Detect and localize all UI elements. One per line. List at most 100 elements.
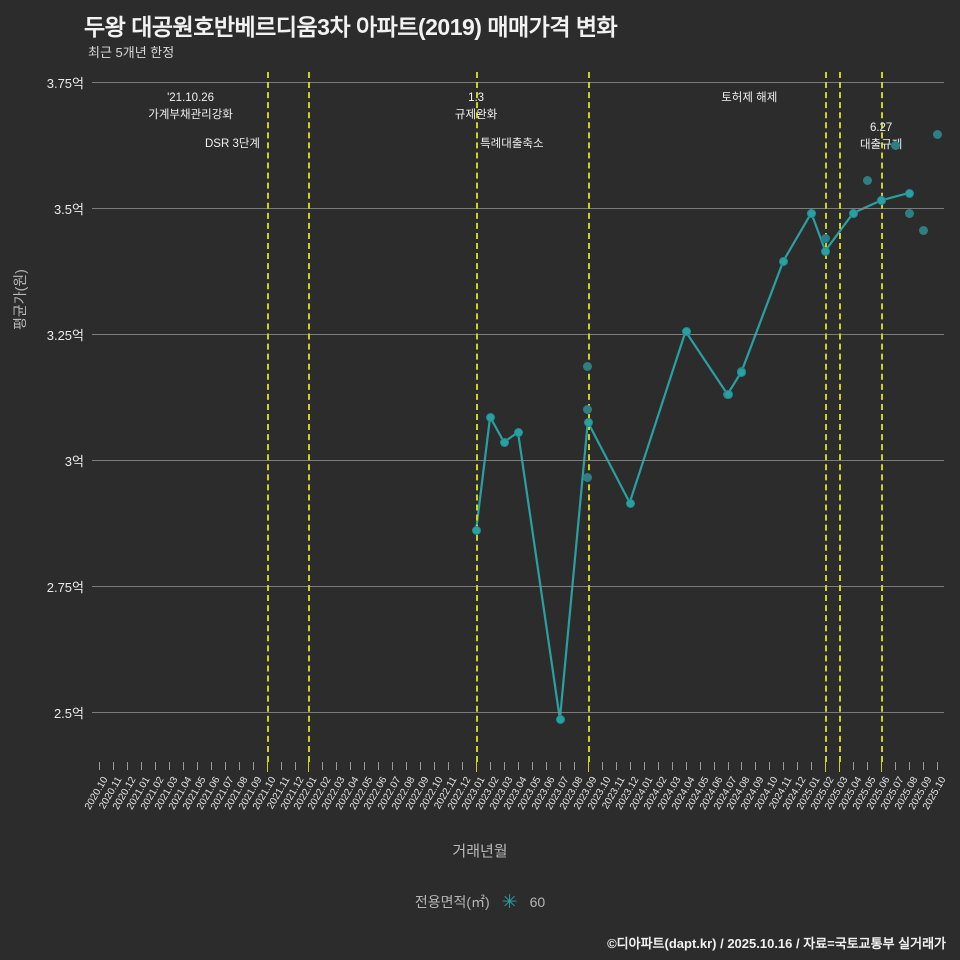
scatter-point[interactable] xyxy=(583,404,593,414)
scatter-point[interactable] xyxy=(890,140,900,150)
x-tick xyxy=(420,762,422,770)
event-marker-line xyxy=(825,72,828,762)
line-data-point[interactable] xyxy=(500,438,510,448)
x-tick xyxy=(937,762,939,770)
x-tick xyxy=(881,762,883,772)
line-data-point[interactable] xyxy=(807,209,817,219)
x-tick xyxy=(126,762,128,770)
y-gridline xyxy=(92,711,944,713)
y-tick-label: 2.75억 xyxy=(46,579,84,595)
x-tick xyxy=(518,762,519,770)
x-tick xyxy=(769,762,771,770)
line-data-point[interactable] xyxy=(821,246,831,256)
x-tick xyxy=(252,762,254,770)
y-gridline xyxy=(92,459,944,461)
legend: 전용면적(㎡) ✳ 60 xyxy=(0,892,960,912)
x-tick xyxy=(531,762,533,770)
line-data-point[interactable] xyxy=(779,256,789,266)
line-data-point[interactable] xyxy=(625,498,635,508)
price-line-series xyxy=(475,191,911,721)
x-tick xyxy=(476,762,478,772)
line-data-point[interactable] xyxy=(583,418,593,428)
event-marker-line xyxy=(308,72,311,762)
legend-marker-icon: ✳ xyxy=(501,891,518,913)
event-marker-line xyxy=(266,72,269,762)
x-tick xyxy=(839,762,841,772)
x-tick xyxy=(685,762,687,770)
x-tick xyxy=(909,762,911,770)
y-gridline xyxy=(92,333,944,335)
scatter-point[interactable] xyxy=(918,226,928,236)
x-axis-label: 거래년월 xyxy=(452,843,508,860)
x-tick xyxy=(364,762,366,770)
x-tick xyxy=(601,762,603,770)
x-tick xyxy=(462,762,464,770)
x-tick xyxy=(238,762,240,770)
x-tick xyxy=(504,762,506,770)
event-marker-line xyxy=(587,72,590,762)
line-data-point[interactable] xyxy=(555,715,565,725)
x-tick xyxy=(490,762,492,770)
line-data-point[interactable] xyxy=(681,327,691,337)
x-tick xyxy=(853,762,855,770)
line-data-point[interactable] xyxy=(849,209,859,219)
scatter-point[interactable] xyxy=(583,362,593,372)
legend-series-value[interactable]: 60 xyxy=(529,894,546,910)
x-tick xyxy=(434,762,436,770)
scatter-point[interactable] xyxy=(904,208,914,218)
x-tick xyxy=(587,762,589,772)
y-tick-label: 3.5억 xyxy=(53,201,84,217)
y-tick-label: 3.25억 xyxy=(46,327,84,343)
footer-credit: ©디아파트(dapt.kr) / 2025.10.16 / 자료=국토교통부 실… xyxy=(607,936,946,951)
x-tick xyxy=(727,762,729,770)
line-data-point[interactable] xyxy=(514,428,523,438)
price-line xyxy=(475,191,911,721)
x-tick xyxy=(629,762,631,770)
x-tick xyxy=(573,762,575,770)
x-tick xyxy=(615,762,617,770)
x-tick xyxy=(643,762,645,770)
line-data-point[interactable] xyxy=(877,196,887,206)
x-tick xyxy=(336,762,338,770)
x-tick xyxy=(657,762,659,770)
x-tick xyxy=(783,762,785,770)
x-tick xyxy=(699,762,701,770)
line-data-point[interactable] xyxy=(472,526,482,536)
x-tick xyxy=(867,762,869,770)
x-tick xyxy=(280,762,282,770)
chart-subtitle: 최근 5개년 한정 xyxy=(88,45,175,60)
event-marker-line xyxy=(839,72,842,762)
x-tick xyxy=(112,762,114,770)
line-data-point[interactable] xyxy=(723,390,733,400)
x-tick xyxy=(308,762,310,772)
scatter-point[interactable] xyxy=(583,472,593,482)
x-tick xyxy=(811,762,813,770)
line-data-point[interactable] xyxy=(737,367,747,377)
x-tick xyxy=(196,762,198,770)
x-tick xyxy=(713,762,715,770)
x-tick xyxy=(210,762,212,770)
x-tick xyxy=(741,762,743,770)
scatter-point[interactable] xyxy=(932,130,942,140)
x-tick xyxy=(224,762,226,770)
y-tick-label: 3억 xyxy=(64,453,84,469)
x-tick xyxy=(168,762,170,770)
y-gridline xyxy=(92,585,944,587)
y-tick-label: 3.75억 xyxy=(46,76,84,92)
line-data-point[interactable] xyxy=(905,188,915,198)
x-tick xyxy=(895,762,897,770)
x-tick xyxy=(182,762,184,770)
y-gridline xyxy=(92,82,944,84)
legend-title: 전용면적(㎡) xyxy=(414,894,490,910)
x-tick xyxy=(350,762,352,770)
x-tick xyxy=(755,762,757,770)
scatter-point[interactable] xyxy=(862,175,872,185)
line-data-point[interactable] xyxy=(486,413,496,422)
plot-area: 3.75억 3.5억 3.25억 3억 2.75억 2.5억 '21.10.26 가계부채관리… xyxy=(47,72,949,812)
x-tick xyxy=(923,762,925,770)
scatter-point[interactable] xyxy=(820,233,830,243)
x-tick xyxy=(378,762,380,770)
x-tick xyxy=(294,762,296,770)
event-marker-line xyxy=(476,72,479,762)
